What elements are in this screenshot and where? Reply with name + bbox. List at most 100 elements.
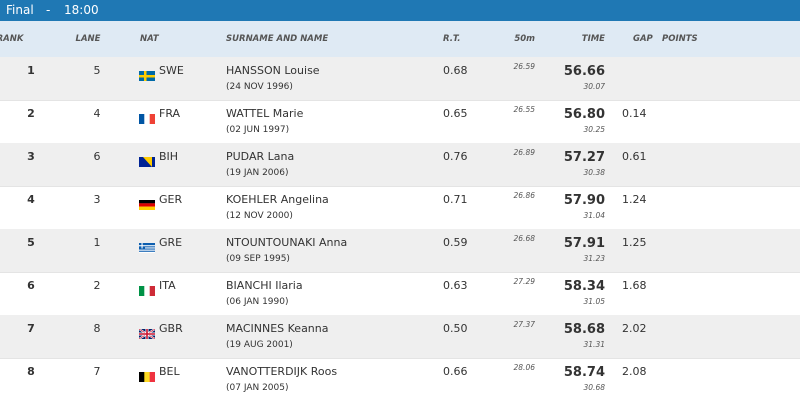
rank: 1 [27, 64, 35, 77]
split-50m: 26.59 [513, 62, 535, 71]
nat: BIH [159, 150, 179, 163]
final-time: 57.90 [563, 193, 605, 208]
result-row: 6 2 ITA BIANCHI Ilaria (06 JAN 1990) 0.63 27.2… [0, 272, 800, 316]
flag-icon [138, 328, 156, 340]
final-time: 58.68 [563, 322, 605, 337]
column-label: POINTS [662, 34, 698, 44]
final-time: 56.80 [563, 107, 605, 122]
split-second: 31.23 [583, 254, 605, 263]
athlete-name: VANOTTERDIJK Roos [226, 365, 338, 378]
reaction-time: 0.68 [443, 64, 468, 77]
nat: GRE [159, 236, 183, 249]
lane: 4 [93, 107, 101, 120]
flag [139, 66, 155, 81]
athlete-name: PUDAR Lana [226, 150, 295, 163]
split-50m: 26.55 [513, 105, 535, 114]
nat: ITA [159, 279, 176, 292]
reaction-time: 0.76 [443, 150, 468, 163]
rank: 4 [27, 193, 35, 206]
result-row: 7 8 GBR MACINNES Keanna (19 AUG 2001) 0.50 27.… [0, 315, 800, 359]
split-second: 30.25 [583, 125, 605, 134]
flag-icon [139, 157, 155, 167]
flag [139, 109, 155, 124]
split-50m: 27.37 [513, 320, 535, 329]
split-second: 30.07 [583, 82, 605, 91]
result-row: 5 1 GRE NTOUNTOUNAKI Anna (09 SEP 1995) 0.59 2… [0, 229, 800, 273]
split-50m: 26.68 [513, 234, 535, 243]
nat: SWE [159, 64, 184, 77]
gap: 1.68 [622, 279, 647, 292]
birth-date: (19 AUG 2001) [226, 340, 293, 350]
lane: 8 [93, 322, 101, 335]
split-second: 31.04 [583, 211, 605, 220]
flag [138, 324, 156, 340]
rank: 7 [27, 322, 35, 335]
column-label: 50m [514, 34, 535, 44]
lane: 3 [93, 193, 101, 206]
reaction-time: 0.66 [443, 365, 468, 378]
gap: 1.24 [622, 193, 647, 206]
column-label: R.T. [443, 34, 461, 44]
split-second: 30.38 [583, 168, 605, 177]
result-row: 3 6 BIH PUDAR Lana (19 JAN 2006) 0.76 26.89 57.… [0, 143, 800, 187]
birth-date: (09 SEP 1995) [226, 254, 290, 264]
reaction-time: 0.71 [443, 193, 468, 206]
reaction-time: 0.59 [443, 236, 468, 249]
rank: 6 [27, 279, 35, 292]
gap: 0.14 [622, 107, 647, 120]
nat: FRA [159, 107, 181, 120]
flag-icon [139, 200, 155, 210]
reaction-time: 0.50 [443, 322, 468, 335]
separator: - [46, 3, 51, 17]
split-50m: 27.29 [513, 277, 535, 286]
flag-icon [139, 372, 155, 382]
lane: 2 [93, 279, 101, 292]
split-second: 31.05 [583, 297, 605, 306]
flag [139, 195, 155, 210]
birth-date: (19 JAN 2006) [226, 168, 289, 178]
flag-icon [139, 286, 155, 296]
column-label: GAP [633, 34, 653, 44]
split-second: 31.31 [583, 340, 605, 349]
result-row: 2 4 FRA WATTEL Marie (02 JUN 1997) 0.65 26.55 5… [0, 100, 800, 144]
lane: 7 [93, 365, 101, 378]
gap: 1.25 [622, 236, 647, 249]
result-row: 1 5 SWE HANSSON Louise (24 NOV 1996) 0.68 26.5… [0, 57, 800, 101]
column-label: TIME [581, 34, 605, 44]
athlete-name: HANSSON Louise [226, 64, 320, 77]
rank: 5 [27, 236, 35, 249]
final-time: 56.66 [563, 64, 605, 79]
birth-date: (12 NOV 2000) [226, 211, 293, 221]
lane: 1 [93, 236, 101, 249]
birth-date: (02 JUN 1997) [226, 125, 290, 135]
birth-date: (24 NOV 1996) [226, 82, 293, 92]
lane: 5 [93, 64, 101, 77]
split-second: 30.68 [583, 383, 605, 392]
athlete-name: WATTEL Marie [226, 107, 304, 120]
nat: BEL [159, 365, 180, 378]
column-label: NAT [140, 34, 159, 44]
reaction-time: 0.65 [443, 107, 468, 120]
birth-date: (06 JAN 1990) [226, 297, 289, 307]
gap: 2.02 [622, 322, 647, 335]
athlete-name: KOEHLER Angelina [226, 193, 329, 206]
flag [139, 367, 155, 382]
column-label: LANE [75, 34, 101, 44]
split-50m: 26.89 [513, 148, 535, 157]
rank: 2 [27, 107, 35, 120]
result-row: 8 7 BEL VANOTTERDIJK Roos (07 JAN 2005) 0.66 2… [0, 358, 800, 400]
title-bar: Final - 18:00 [0, 0, 800, 21]
final-time: 58.74 [563, 365, 605, 380]
result-row: 4 3 GER KOEHLER Angelina (12 NOV 2000) 0.71 26… [0, 186, 800, 230]
birth-date: (07 JAN 2005) [226, 383, 289, 393]
split-50m: 26.86 [513, 191, 535, 200]
flag-icon [139, 114, 155, 124]
gap: 2.08 [622, 365, 647, 378]
final-time: 57.27 [563, 150, 605, 165]
lane: 6 [93, 150, 101, 163]
athlete-name: BIANCHI Ilaria [226, 279, 303, 292]
flag [139, 152, 155, 167]
final-time: 58.34 [563, 279, 605, 294]
gap: 0.61 [622, 150, 647, 163]
